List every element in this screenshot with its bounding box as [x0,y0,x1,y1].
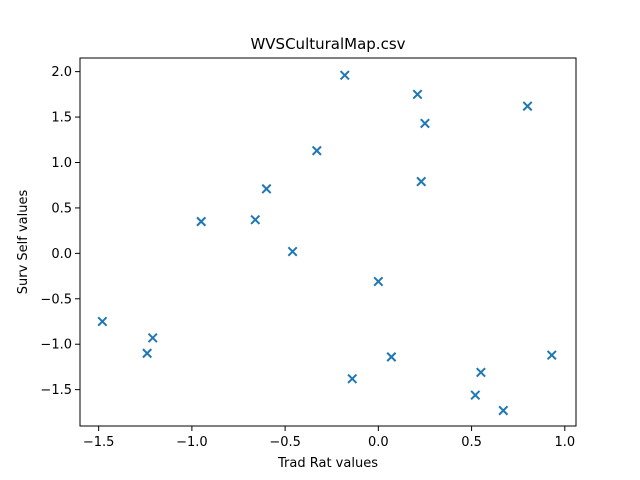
y-tick-label: 2.0 [51,65,72,80]
y-tick-label: 1.0 [51,156,72,171]
data-point-marker [498,405,509,416]
plot-frame [79,57,577,427]
data-point-marker [287,246,298,257]
y-tick-label: −1.0 [40,338,72,353]
data-point-marker [196,216,207,227]
y-axis-label: Surv Self values [16,190,31,295]
y-tick-label: 1.5 [51,111,72,126]
data-point-marker [373,276,384,287]
data-point-marker [250,214,261,225]
data-point-marker [347,373,358,384]
x-axis: −1.5 −1.0 −0.5 0.0 0.5 1.0 [83,426,575,450]
x-axis-label: Trad Rat values [277,456,378,471]
x-tick-label: −1.0 [176,435,208,450]
y-axis: −1.5 −1.0 −0.5 0.0 0.5 1.0 1.5 2.0 [40,65,80,398]
data-point-marker [475,367,486,378]
x-tick-label: 1.0 [554,435,575,450]
data-point-marker [142,348,153,359]
chart-title: WVSCulturalMap.csv [250,35,405,53]
data-point-marker [261,183,272,194]
data-point-marker [412,89,423,100]
plot-area [97,70,557,416]
y-tick-label: 0.0 [51,247,72,262]
data-point-marker [339,70,350,81]
y-tick-label: −1.5 [40,383,72,398]
y-tick-label: 0.5 [51,201,72,216]
x-tick-label: 0.0 [368,435,389,450]
data-point-marker [386,352,397,362]
x-tick-label: 0.5 [461,435,482,450]
data-point-marker [416,176,427,187]
x-tick-label: −0.5 [269,435,301,450]
data-point-marker [147,332,158,343]
data-point-marker [311,145,322,156]
data-point-marker [97,316,108,327]
data-point-marker [470,390,481,401]
y-tick-label: −0.5 [40,292,72,307]
data-point-marker [546,350,557,361]
data-point-marker [522,101,533,112]
x-tick-label: −1.5 [83,435,115,450]
data-point-marker [420,118,430,129]
